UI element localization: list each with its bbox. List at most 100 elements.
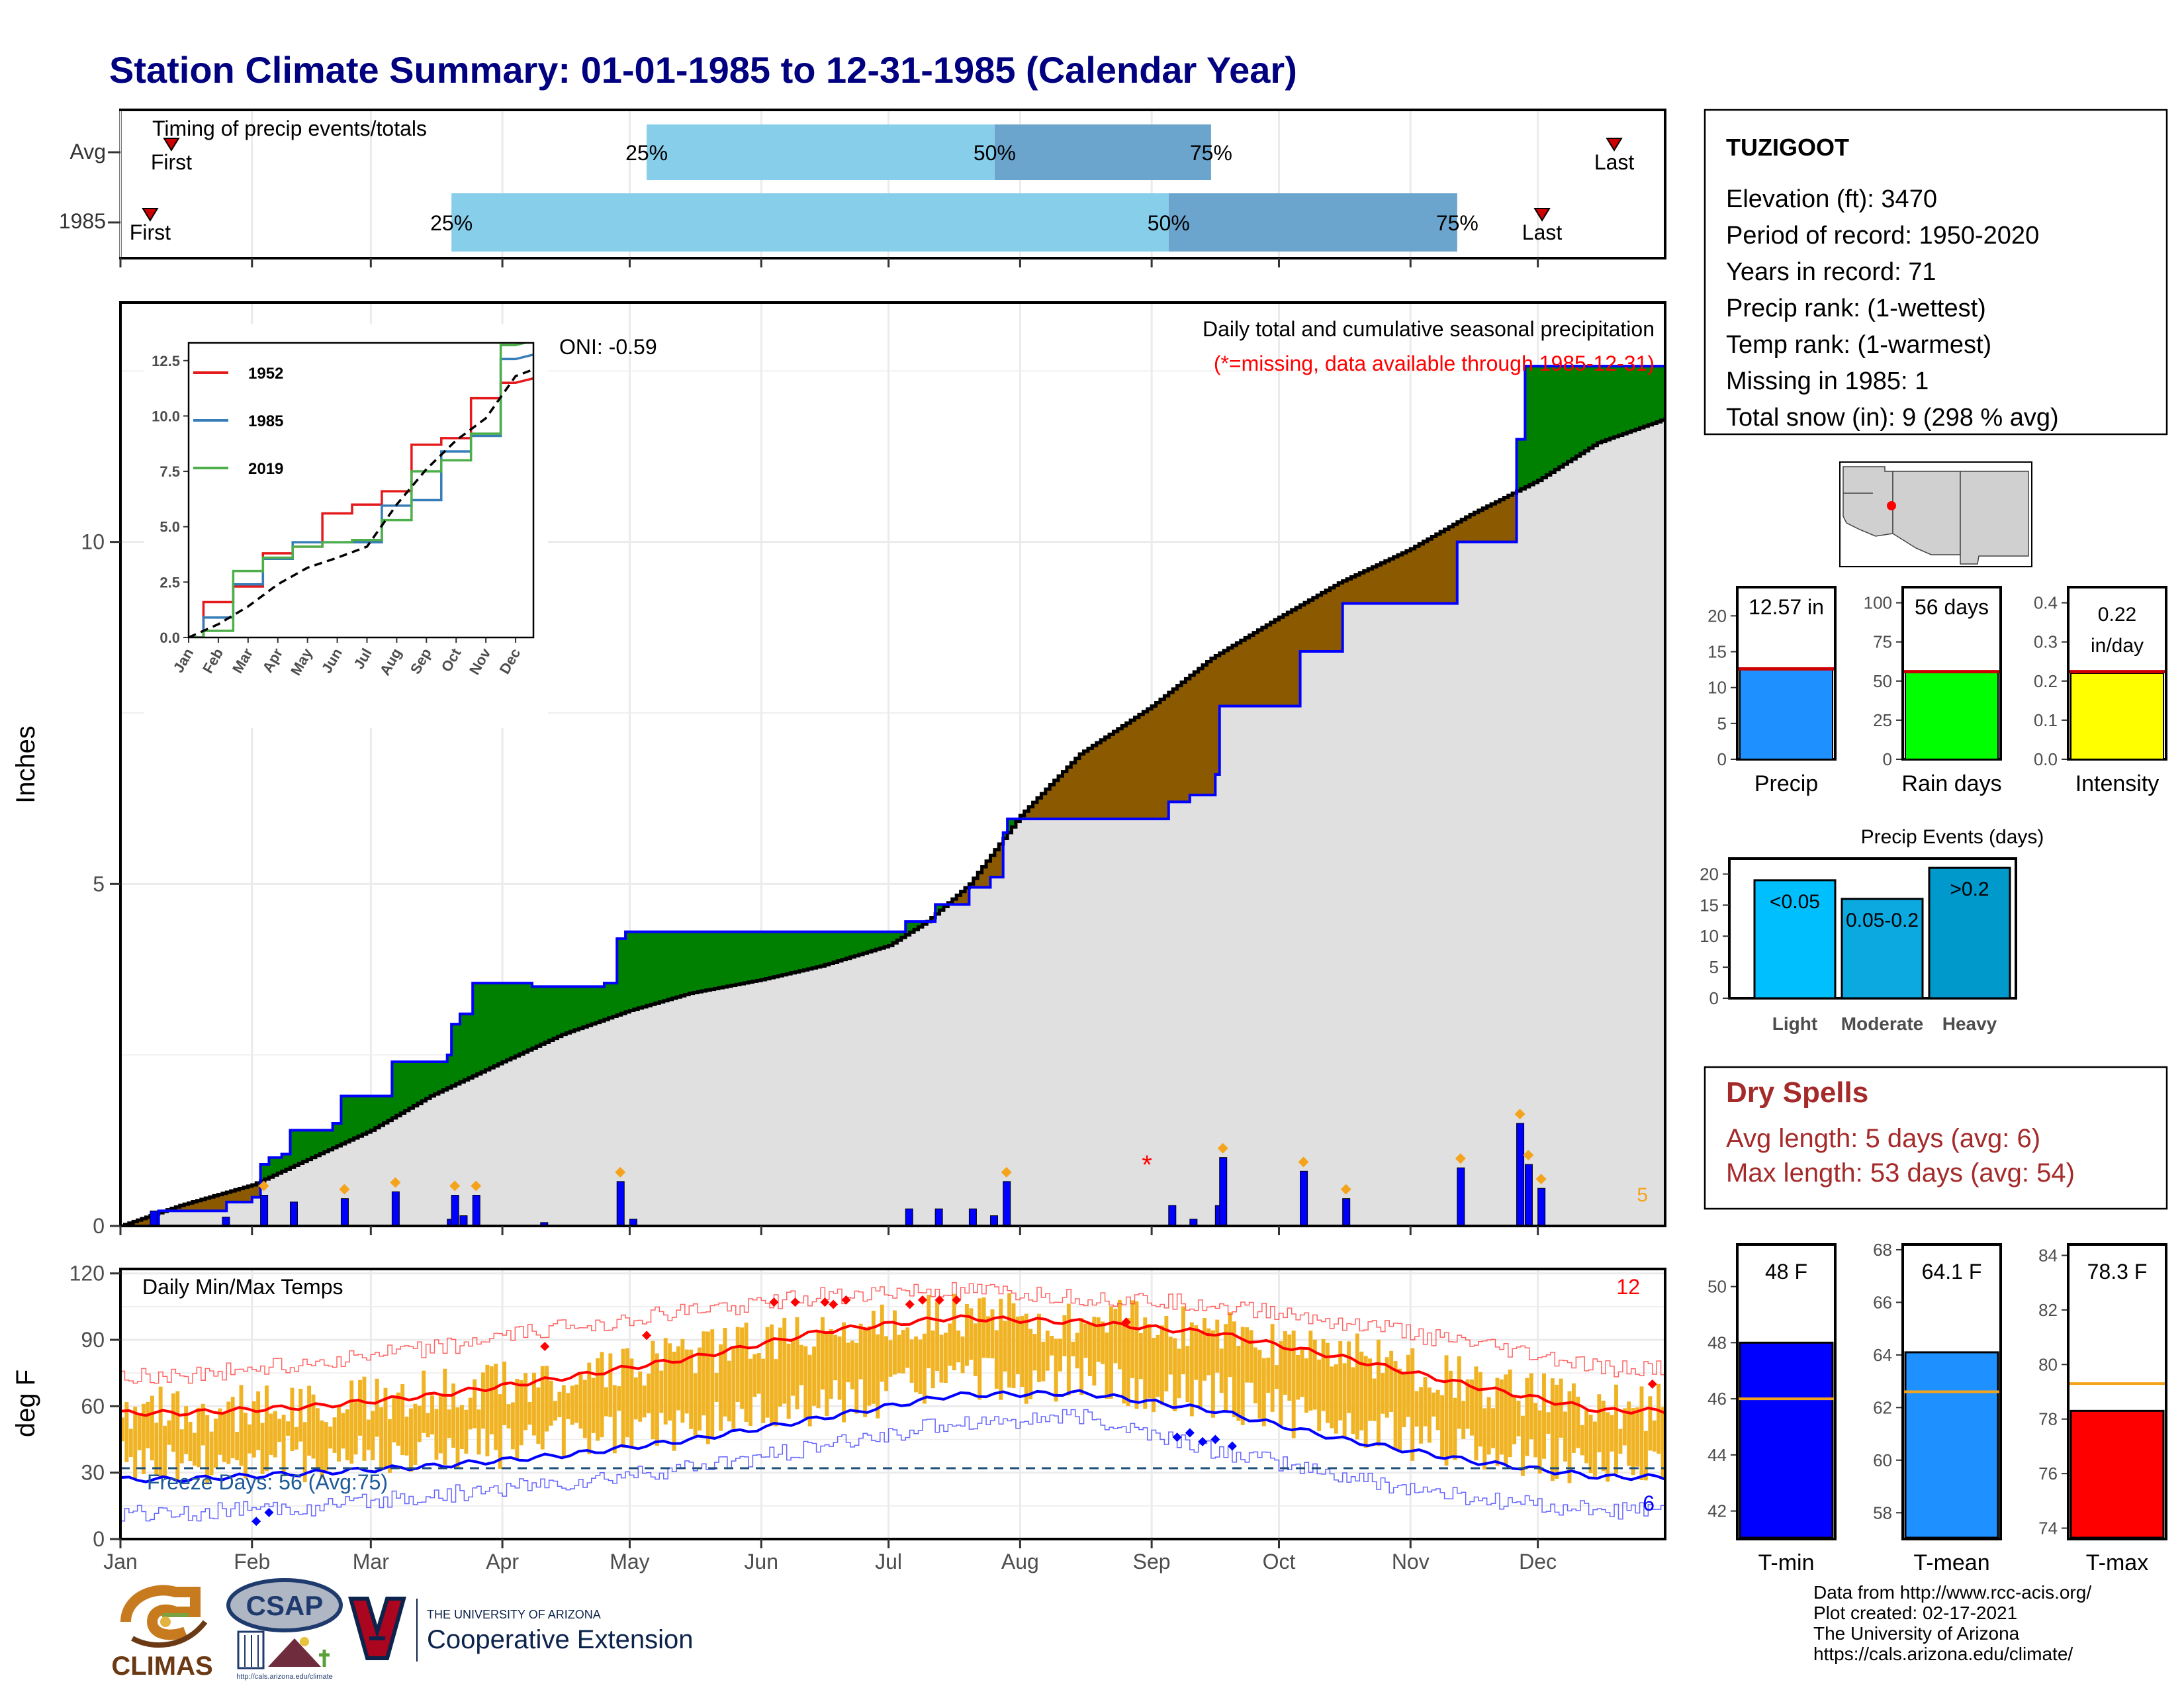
temp-bar-value-label: 78.3 F — [2087, 1260, 2148, 1284]
daily-temp-range — [965, 1303, 969, 1366]
above-avg-area — [426, 1062, 431, 1099]
daily-temp-range — [888, 1340, 893, 1377]
above-avg-area — [1635, 366, 1641, 430]
daily-temp-range — [591, 1378, 596, 1433]
summary-tick-label: 15 — [1707, 642, 1727, 662]
daily-temp-range — [269, 1413, 273, 1455]
below-avg-area — [1101, 739, 1106, 820]
daily-temp-range — [1168, 1336, 1173, 1375]
above-avg-area — [557, 986, 563, 1037]
summary-bar-precip: 0 5 10 15 20 12.57 in Precip — [1707, 586, 1837, 796]
below-avg-area — [1164, 696, 1169, 820]
daily-temp-range — [1448, 1370, 1453, 1456]
above-avg-area — [404, 1062, 410, 1111]
daily-temp-range — [315, 1408, 320, 1471]
daily-temp-range — [880, 1304, 884, 1382]
daily-temp-range — [833, 1335, 838, 1381]
credits: Data from http://www.rcc-acis.org/ Plot … — [1813, 1582, 2091, 1664]
daily-temp-range — [1011, 1303, 1016, 1389]
daily-temp-range — [1368, 1358, 1373, 1421]
above-avg-area — [1542, 366, 1547, 478]
above-avg-area — [825, 931, 830, 965]
daily-temp-range — [897, 1335, 901, 1374]
below-avg-area — [1045, 789, 1050, 820]
above-avg-area — [473, 983, 478, 1076]
daily-temp-range — [1470, 1379, 1474, 1436]
above-avg-area — [302, 1130, 308, 1162]
daily-temp-range — [871, 1311, 876, 1404]
daily-temp-range — [1453, 1397, 1457, 1460]
daily-temp-range — [702, 1331, 706, 1416]
daily-temp-range — [943, 1333, 948, 1383]
above-avg-area — [867, 931, 872, 953]
daily-temp-range — [1236, 1346, 1241, 1421]
above-avg-area — [1610, 366, 1615, 439]
above-avg-area — [481, 983, 486, 1072]
below-avg-area — [1321, 592, 1326, 651]
credit-plot-created: Plot created: 02-17-2021 — [1813, 1603, 2018, 1623]
heavy-precip-marker — [1298, 1156, 1309, 1168]
below-avg-area — [1037, 798, 1042, 820]
above-avg-area — [494, 983, 499, 1066]
above-avg-area — [553, 986, 559, 1039]
daily-temp-range — [1580, 1425, 1584, 1456]
below-avg-area — [1138, 714, 1144, 820]
below-avg-area — [1402, 553, 1407, 604]
daily-temp-range — [1249, 1330, 1253, 1383]
above-avg-area — [837, 931, 842, 961]
below-avg-area — [1075, 758, 1080, 820]
dry-spells-max: Max length: 53 days (avg: 54) — [1726, 1158, 2075, 1188]
daily-temp-range — [727, 1360, 731, 1422]
below-avg-area — [197, 1200, 202, 1211]
below-avg-area — [990, 855, 995, 877]
month-tick-label: Jul — [875, 1550, 902, 1573]
above-avg-area — [735, 931, 741, 985]
below-avg-area — [1203, 665, 1208, 795]
above-avg-area — [502, 983, 508, 1062]
daily-temp-range — [239, 1385, 244, 1466]
temp-bar-tick-label: 68 — [1873, 1240, 1892, 1260]
daily-precip-bar — [1457, 1167, 1465, 1226]
events-category-label: Light — [1772, 1013, 1817, 1034]
main-y-tick-label: 0 — [93, 1214, 105, 1238]
temp-bar-tick-label: 82 — [2038, 1300, 2058, 1320]
station-snow: Total snow (in): 9 (298 % avg) — [1726, 404, 2059, 432]
temp-bar-tick-label: 66 — [1873, 1292, 1892, 1312]
below-avg-area — [1020, 816, 1025, 820]
daily-temp-range — [651, 1340, 655, 1440]
daily-temp-range — [277, 1419, 282, 1442]
daily-temp-range — [1385, 1357, 1389, 1418]
timing-last-label: Last — [1522, 220, 1563, 244]
above-avg-area — [786, 931, 792, 974]
heavy-precip-marker — [449, 1180, 461, 1192]
record-low-marker — [1227, 1441, 1237, 1451]
above-avg-area — [693, 931, 698, 993]
logo-strip: CLIMAS CSAP http://cals.arizona.edu/clim… — [111, 1578, 693, 1681]
events-tick-label: 15 — [1700, 895, 1719, 915]
daily-temp-range — [1555, 1384, 1559, 1479]
daily-temp-range — [222, 1412, 226, 1462]
daily-temp-range — [1287, 1334, 1292, 1401]
above-avg-area — [332, 1123, 338, 1148]
above-avg-area — [1643, 366, 1649, 426]
below-avg-area — [1177, 685, 1182, 802]
below-avg-area — [1253, 632, 1259, 706]
below-avg-area — [1342, 581, 1347, 604]
hot-count: 12 — [1616, 1275, 1640, 1299]
above-avg-area — [498, 983, 503, 1064]
daily-temp-range — [1138, 1333, 1143, 1380]
above-avg-area — [265, 1164, 270, 1180]
month-tick-label: Mar — [353, 1550, 389, 1573]
above-avg-area — [430, 1062, 435, 1096]
timing-bar-25-50 — [647, 124, 995, 180]
above-avg-area — [1652, 366, 1657, 424]
timing-first-marker — [142, 208, 159, 222]
missing-marker: * — [1142, 1150, 1152, 1180]
temp-bar-tick-label: 84 — [2038, 1245, 2058, 1265]
below-avg-area — [222, 1193, 227, 1211]
above-avg-area — [1576, 366, 1581, 457]
daily-temp-range — [404, 1417, 409, 1456]
daily-temp-range — [193, 1432, 197, 1466]
daily-temp-range — [612, 1385, 617, 1454]
below-avg-area — [956, 895, 962, 905]
